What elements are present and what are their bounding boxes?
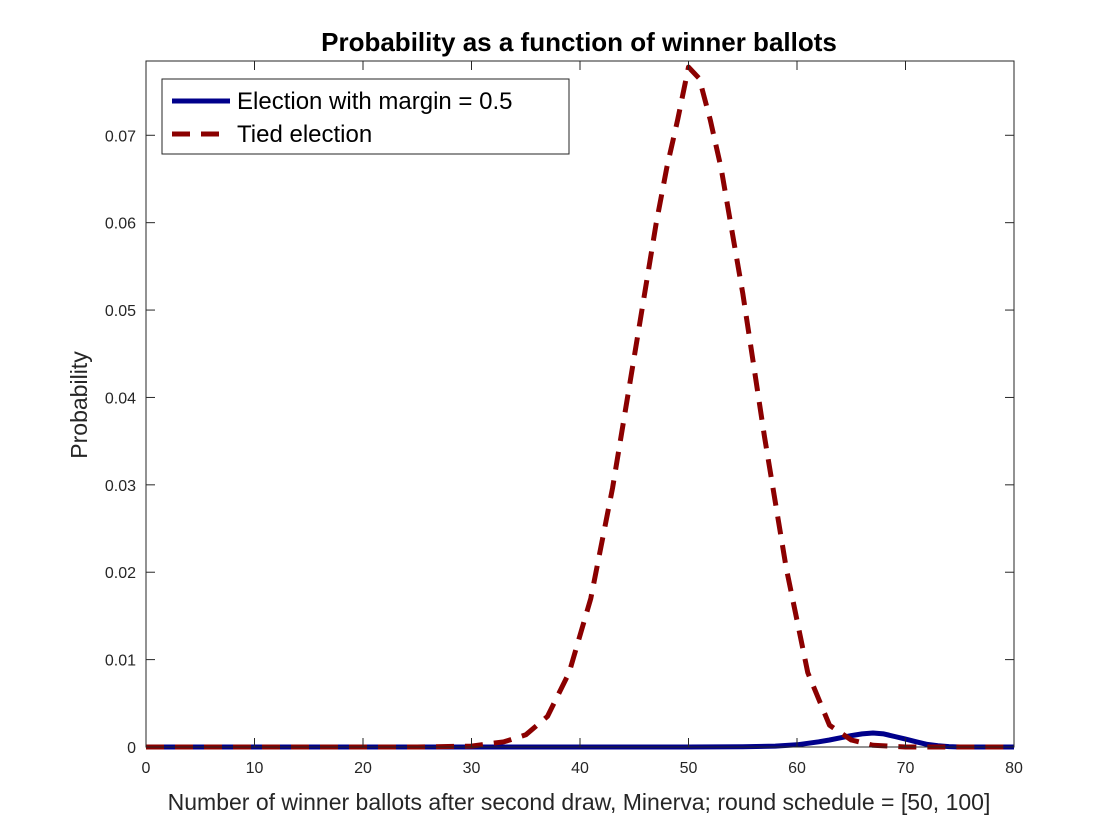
chart-title: Probability as a function of winner ball… [321,27,837,57]
legend-label-tied: Tied election [237,121,372,148]
plot-area [146,61,1014,747]
x-tick-label: 70 [897,760,915,777]
legend-label-margin: Election with margin = 0.5 [237,88,512,115]
legend-box [161,78,570,155]
y-tick-label: 0 [127,740,136,757]
x-tick-label: 10 [246,760,264,777]
y-tick-label: 0.06 [105,216,136,233]
y-axis-label: Probability [66,351,92,459]
x-tick-label: 80 [1005,760,1023,777]
x-tick-label: 40 [571,760,589,777]
y-tick-label: 0.07 [105,128,136,145]
y-tick-label: 0.02 [105,565,136,582]
x-tick-label: 0 [142,760,151,777]
y-tick-label: 0.03 [105,478,136,495]
x-tick-label: 60 [788,760,806,777]
y-tick-label: 0.01 [105,653,136,670]
legend: Election with margin = 0.5 Tied election [161,78,570,155]
x-tick-label: 20 [354,760,372,777]
x-tick-label: 30 [463,760,481,777]
y-tick-label: 0.04 [105,390,136,407]
tick-layer: 0 10 20 30 40 50 60 70 80 0 0.01 0.02 0.03 0.04 0.05 0.… [105,61,1023,777]
x-tick-label: 50 [680,760,698,777]
y-tick-label: 0.05 [105,303,136,320]
x-axis-label: Number of winner ballots after second dr… [168,789,991,815]
